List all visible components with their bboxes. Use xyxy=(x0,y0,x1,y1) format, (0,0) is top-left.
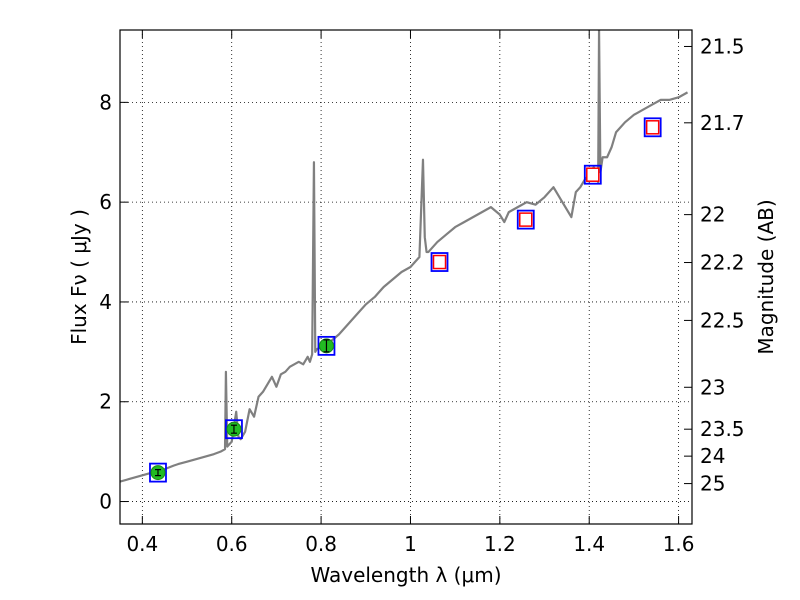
y-axis-label: Flux Fν ( μJy ) xyxy=(67,209,91,345)
model-photometry-marker xyxy=(149,462,167,483)
x-tick-label: 1 xyxy=(404,532,417,556)
model-photometry-marker xyxy=(225,419,243,440)
y-tick-label: 4 xyxy=(99,290,112,314)
axis-ticks xyxy=(120,30,692,524)
x-tick-label: 0.4 xyxy=(126,532,158,556)
model-photometry-marker xyxy=(583,164,602,185)
y2-tick-label: 23 xyxy=(700,375,725,399)
upper-limit-marker xyxy=(519,212,533,227)
y2-tick-label: 22.5 xyxy=(700,308,745,332)
y2-tick-label: 21.7 xyxy=(700,111,745,135)
model-photometry-marker xyxy=(643,117,662,138)
x-tick-label: 1.4 xyxy=(573,532,605,556)
upper-limit-marker xyxy=(586,167,600,182)
y2-tick-label: 25 xyxy=(700,472,725,496)
x-tick-label: 1.6 xyxy=(663,532,695,556)
y-tick-label: 6 xyxy=(99,190,112,214)
y2-axis-label: Magnitude (AB) xyxy=(754,199,778,354)
upper-limit-marker xyxy=(432,254,447,270)
y2-tick-label: 22 xyxy=(700,203,725,227)
x-tick-label: 0.6 xyxy=(216,532,248,556)
tick-labels: 0.4 0.6 0.8 1 1.2 1.4 1.60246821.521.72222.222… xyxy=(99,34,744,556)
y-tick-label: 2 xyxy=(99,390,112,414)
model-photometry-marker xyxy=(516,209,535,230)
x-axis-label: Wavelength λ (μm) xyxy=(310,563,501,587)
y-tick-label: 0 xyxy=(99,490,112,514)
spectrum-line xyxy=(120,30,689,483)
model-photometry-marker xyxy=(430,252,449,272)
y2-tick-label: 24 xyxy=(700,444,725,468)
model-photometry-marker xyxy=(317,335,336,356)
y2-tick-label: 21.5 xyxy=(700,34,745,58)
plot-frame xyxy=(119,29,693,525)
upper-limit-marker xyxy=(645,120,660,135)
y2-tick-label: 22.2 xyxy=(700,251,745,275)
plot-area xyxy=(120,30,689,483)
grid-lines xyxy=(120,30,692,524)
x-tick-label: 0.8 xyxy=(305,532,337,556)
y2-tick-label: 23.5 xyxy=(700,417,745,441)
y-tick-label: 8 xyxy=(99,90,112,114)
x-tick-label: 1.2 xyxy=(484,532,516,556)
